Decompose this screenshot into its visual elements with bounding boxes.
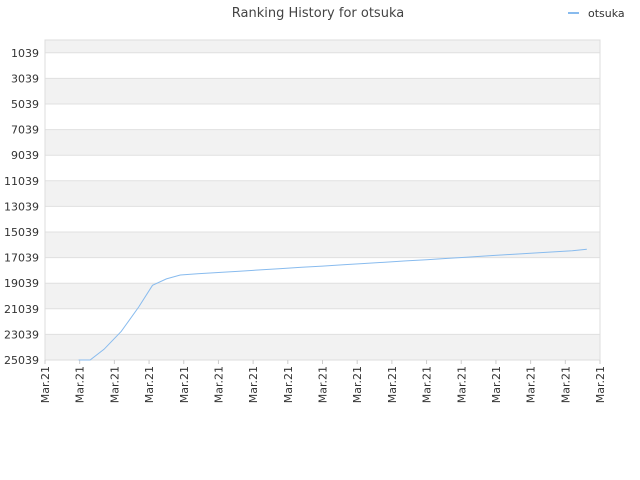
y-tick-label: 19039	[4, 277, 39, 290]
x-tick-label: Mar.21	[351, 366, 364, 403]
plot-band	[45, 308, 600, 335]
x-tick-label: Mar.21	[143, 366, 156, 403]
y-tick-label: 9039	[11, 149, 39, 162]
x-tick-label: Mar.21	[247, 366, 260, 403]
y-tick-label: 23039	[4, 328, 39, 341]
y-tick-label: 15039	[4, 226, 39, 239]
plot-band	[45, 155, 600, 181]
x-axis: Mar.21 Mar.21 Mar.21 Mar.21 Mar.21 Mar.21 Mar.…	[39, 360, 607, 403]
y-tick-label: 11039	[4, 175, 39, 188]
x-tick-label: Mar.21	[74, 366, 87, 403]
x-tick-label: Mar.21	[594, 366, 607, 403]
plot-band	[45, 40, 600, 53]
plot-band	[45, 104, 600, 130]
x-tick-label: Mar.21	[39, 366, 52, 403]
plot-band	[45, 52, 600, 79]
y-tick-label: 5039	[11, 98, 39, 111]
x-tick-label: Mar.21	[178, 366, 191, 403]
legend-label-otsuka: otsuka	[588, 7, 625, 20]
plot-bands	[45, 40, 600, 360]
y-tick-label: 25039	[4, 354, 39, 367]
plot-band	[45, 129, 600, 156]
x-tick-label: Mar.21	[559, 366, 572, 403]
x-tick-label: Mar.21	[317, 366, 330, 403]
y-tick-label: 17039	[4, 252, 39, 265]
x-tick-label: Mar.21	[108, 366, 121, 403]
legend: otsuka	[568, 7, 625, 20]
x-tick-label: Mar.21	[490, 366, 503, 403]
plot-band	[45, 334, 600, 360]
y-axis: 1039 3039 5039 7039 9039 11039 13039 15039 17039…	[4, 47, 39, 367]
plot-band	[45, 78, 600, 104]
plot-band	[45, 257, 600, 284]
chart-title: Ranking History for otsuka	[232, 6, 404, 21]
x-tick-label: Mar.21	[455, 366, 468, 403]
x-tick-label: Mar.21	[386, 366, 399, 403]
y-tick-label: 3039	[11, 72, 39, 85]
x-tick-label: Mar.21	[525, 366, 538, 403]
plot-band	[45, 232, 600, 258]
series-line-otsuka	[78, 248, 587, 361]
series-layer	[78, 248, 587, 361]
y-tick-label: 7039	[11, 124, 39, 137]
y-tick-label: 21039	[4, 303, 39, 316]
gridlines	[44, 39, 601, 361]
x-tick-label: Mar.21	[282, 366, 295, 403]
y-tick-label: 13039	[4, 200, 39, 213]
plot-band	[45, 206, 600, 232]
x-tick-label: Mar.21	[421, 366, 434, 403]
plot-band	[45, 283, 600, 309]
plot-band	[45, 180, 600, 207]
y-tick-label: 1039	[11, 47, 39, 60]
x-tick-label: Mar.21	[212, 366, 225, 403]
